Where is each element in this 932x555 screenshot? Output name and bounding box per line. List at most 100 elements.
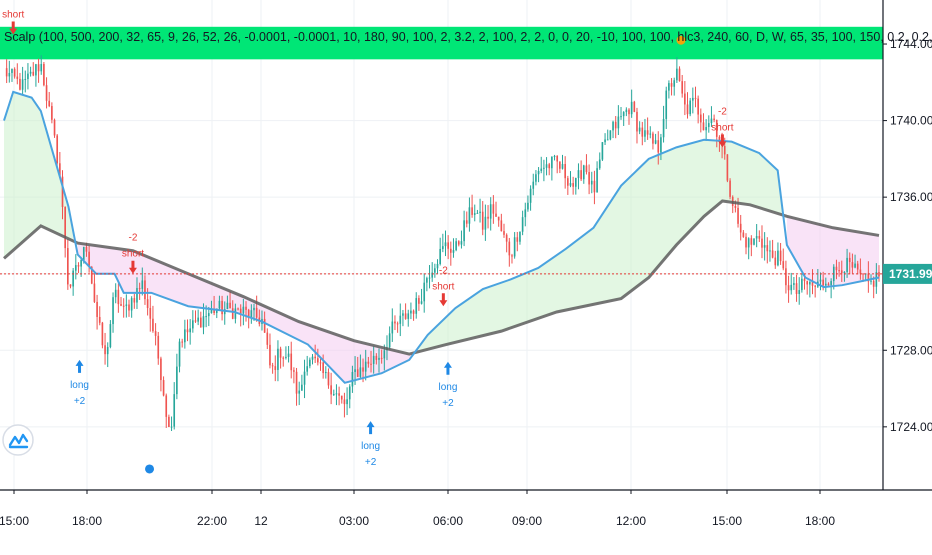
candle-up <box>439 248 441 264</box>
candle-down <box>168 416 170 428</box>
candle-up <box>11 68 13 73</box>
candle-up <box>540 168 543 171</box>
candle-down <box>556 155 559 162</box>
candle-up <box>218 300 221 309</box>
candle-up <box>521 217 524 232</box>
candle-down <box>255 307 258 318</box>
candle-up <box>109 324 112 348</box>
candle-up <box>253 307 255 311</box>
candle-up <box>843 271 846 274</box>
candle-up <box>178 341 181 367</box>
candle-down <box>394 321 396 324</box>
candle-down <box>45 85 48 101</box>
candle-down <box>317 358 319 363</box>
candle-up <box>242 306 245 314</box>
candle-down <box>771 250 774 258</box>
candle-up <box>444 242 447 247</box>
candle-up <box>287 353 290 357</box>
candle-up <box>830 281 832 286</box>
candle-down <box>165 395 168 417</box>
candle-up <box>553 155 556 157</box>
candle-down <box>274 366 277 370</box>
candle-down <box>699 114 702 123</box>
bull-fill-zone <box>418 139 783 352</box>
candle-down <box>457 241 460 245</box>
bull-fill-zone <box>4 91 74 259</box>
candle-down <box>343 399 346 405</box>
candle-up <box>463 220 465 242</box>
candle-up <box>40 64 43 72</box>
y-axis-ticks: 1744.0001740.0001736.0001732.0001728.000… <box>883 37 932 434</box>
candle-up <box>184 329 186 343</box>
candle-down <box>138 288 141 290</box>
candle-up <box>527 202 529 210</box>
candle-down <box>162 380 165 396</box>
candle-down <box>98 317 101 323</box>
candle-down <box>247 309 250 318</box>
candle-up <box>189 328 191 333</box>
logo-mark-icon <box>8 433 29 447</box>
candle-down <box>19 78 21 90</box>
candle-up <box>793 283 795 285</box>
candle-down <box>412 310 415 314</box>
candle-down <box>5 68 8 77</box>
candle-up <box>354 369 356 373</box>
candle-down <box>811 281 814 286</box>
candle-down <box>787 285 790 291</box>
candle-up <box>529 188 532 203</box>
short-value: -2 <box>128 233 137 244</box>
candle-down <box>48 100 51 107</box>
candle-down <box>670 83 673 87</box>
x-tick-label: 06:00 <box>433 514 463 528</box>
candle-up <box>875 272 878 287</box>
candle-down <box>723 145 726 155</box>
candle-down <box>505 234 508 242</box>
candle-up <box>372 355 375 364</box>
candle-down <box>340 395 343 400</box>
candle-down <box>154 331 157 336</box>
candle-down <box>572 183 574 187</box>
candle-down <box>548 164 551 169</box>
candle-down <box>511 255 513 257</box>
candle-down <box>128 304 130 311</box>
candle-up <box>420 301 423 304</box>
candle-down <box>418 298 420 304</box>
candle-down <box>149 307 152 319</box>
candle-down <box>96 301 98 318</box>
tradingview-logo[interactable] <box>2 424 34 456</box>
candle-up <box>649 133 652 135</box>
candle-down <box>726 154 729 181</box>
candle-down <box>293 370 295 372</box>
candle-down <box>266 332 269 345</box>
axes <box>0 0 932 491</box>
long-arrow-icon <box>366 421 375 435</box>
candle-down <box>646 130 649 135</box>
candle-down <box>848 257 851 263</box>
candle-down <box>564 163 566 179</box>
y-tick-label: 1724.000 <box>890 420 932 434</box>
candle-down <box>838 270 840 272</box>
candle-up <box>854 263 856 268</box>
candle-down <box>157 335 160 359</box>
candle-down <box>282 357 285 359</box>
short-value: -2 <box>439 265 448 276</box>
candle-up <box>170 426 173 428</box>
candle-down <box>239 308 242 314</box>
candle-up <box>8 72 11 77</box>
candle-down <box>290 353 293 371</box>
candle-up <box>801 278 803 291</box>
x-tick-label: 12:00 <box>616 514 646 528</box>
resistance-zone <box>0 26 883 60</box>
candle-up <box>574 178 577 187</box>
candle-up <box>29 71 32 74</box>
candle-down <box>684 93 686 105</box>
candle-up <box>582 165 585 180</box>
long-value: +2 <box>365 457 377 468</box>
candle-down <box>16 76 19 79</box>
candle-down <box>628 109 630 115</box>
candle-up <box>819 279 822 282</box>
candle-up <box>125 304 128 306</box>
y-tick-label: 1736.000 <box>890 190 932 204</box>
